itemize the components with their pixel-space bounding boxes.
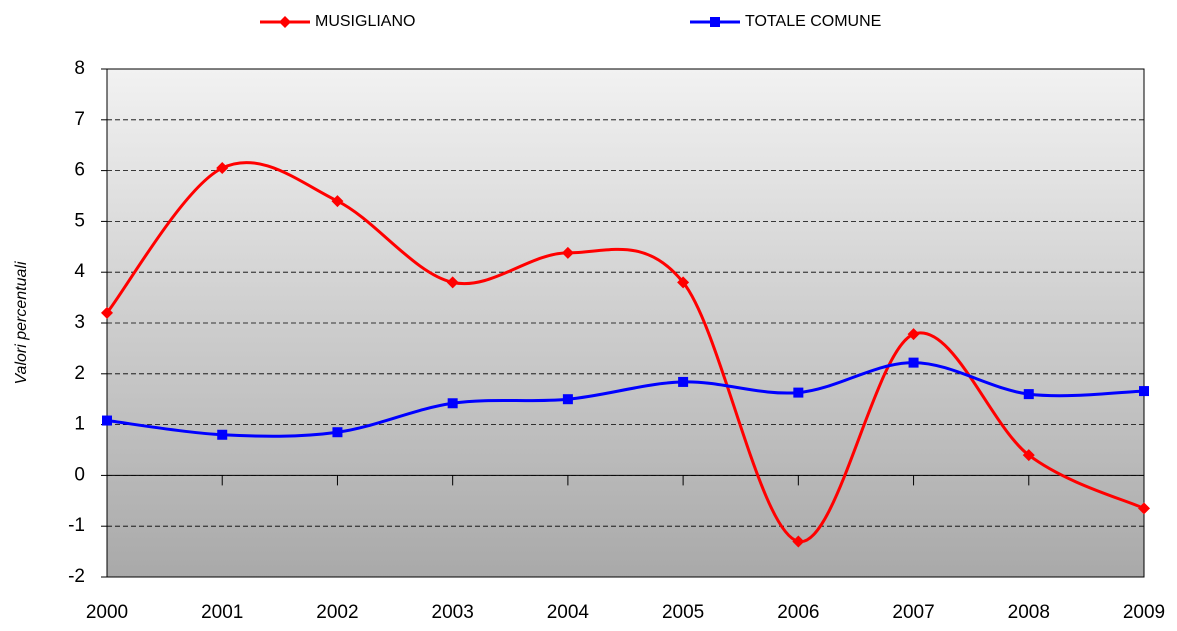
marker: [677, 276, 690, 289]
y-tick-label: -1: [68, 515, 85, 536]
x-tick-label: 2003: [432, 602, 474, 623]
series-line: [106, 361, 1145, 438]
legend-label: TOTALE COMUNE: [745, 13, 881, 30]
marker: [447, 398, 458, 409]
marker: [1022, 449, 1035, 462]
marker: [908, 357, 919, 368]
marker: [793, 387, 804, 398]
plot-border: [106, 68, 1145, 578]
marker: [102, 415, 112, 426]
x-tick-label: 2001: [201, 602, 243, 623]
y-tick-label: 6: [74, 160, 85, 181]
marker: [1138, 502, 1150, 515]
series-line: [105, 161, 1145, 543]
marker: [1139, 386, 1149, 397]
marker: [101, 306, 113, 319]
x-tick-label: 2002: [316, 602, 358, 623]
y-axis-label: Valori percentuali: [13, 261, 30, 384]
x-tick-label: 2008: [1008, 602, 1050, 623]
marker: [1023, 389, 1034, 400]
marker: [907, 328, 920, 341]
y-tick-label: 3: [74, 312, 85, 333]
y-tick-label: 8: [74, 58, 85, 79]
marker: [678, 376, 689, 387]
marker: [331, 195, 344, 208]
y-tick-label: 2: [74, 363, 85, 384]
x-tick-label: 2000: [86, 602, 128, 623]
x-tick-label: 2005: [662, 602, 704, 623]
y-tick-label: 5: [74, 210, 85, 231]
marker: [216, 162, 229, 175]
marker: [217, 429, 228, 440]
x-tick-label: 2006: [777, 602, 819, 623]
legend-marker: [710, 17, 720, 27]
marker: [561, 246, 574, 259]
y-tick-label: 1: [74, 414, 85, 435]
y-tick-label: 7: [74, 109, 85, 130]
marker: [332, 427, 343, 438]
marker: [562, 394, 573, 405]
marker: [446, 276, 459, 289]
y-tick-label: 0: [74, 464, 85, 485]
legend-label: MUSIGLIANO: [315, 13, 415, 30]
y-tick-label: -2: [68, 566, 85, 587]
marker: [792, 535, 805, 548]
x-tick-label: 2009: [1123, 602, 1165, 623]
legend-marker: [279, 16, 291, 28]
x-tick-label: 2007: [892, 602, 934, 623]
y-tick-label: 4: [74, 261, 85, 282]
x-tick-label: 2004: [547, 602, 590, 623]
